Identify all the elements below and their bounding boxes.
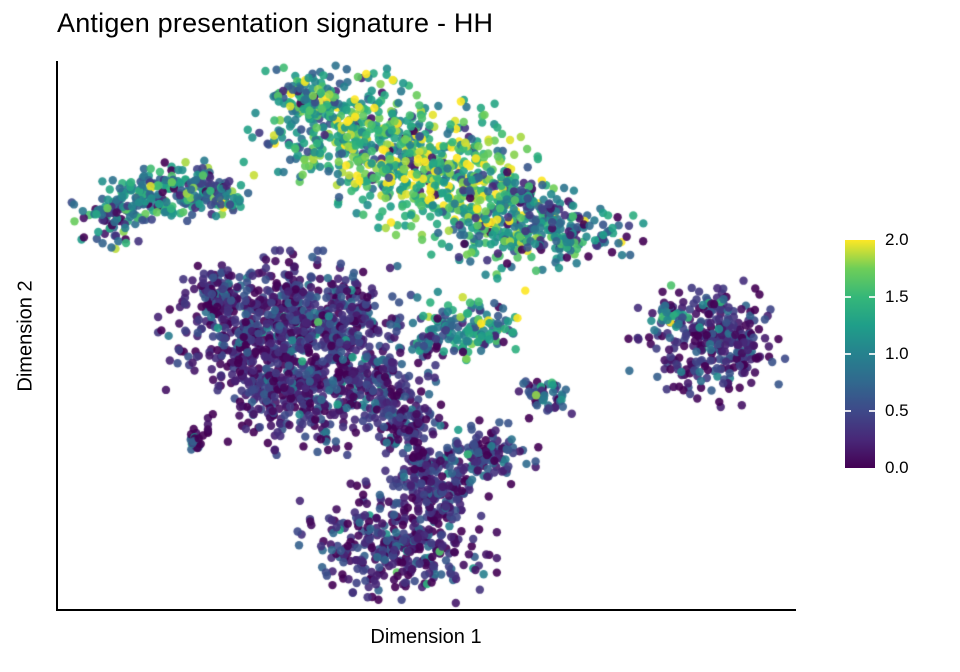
chart-title: Antigen presentation signature - HH xyxy=(57,8,494,38)
x-axis-label: Dimension 1 xyxy=(370,626,482,648)
y-axis-label: Dimension 2 xyxy=(14,280,37,392)
colorbar-gradient xyxy=(845,240,875,468)
y-axis-line xyxy=(56,61,58,611)
x-axis-line xyxy=(56,609,796,611)
